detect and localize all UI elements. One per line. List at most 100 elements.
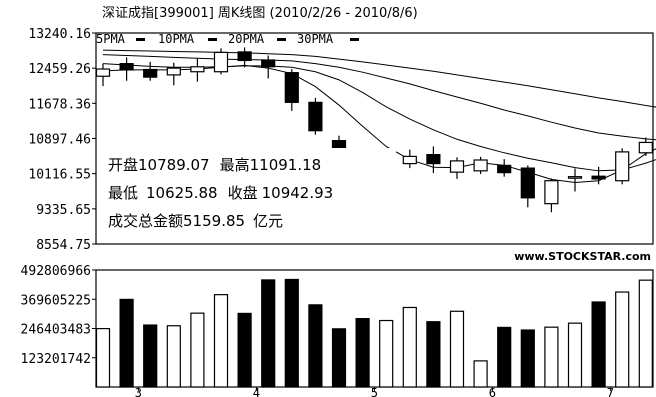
candle-body xyxy=(213,51,229,73)
candle-body xyxy=(166,67,181,76)
candles xyxy=(95,47,653,213)
candle xyxy=(544,178,559,213)
volume-panel xyxy=(95,269,654,388)
volume-tick-label: 123201742 xyxy=(21,352,91,367)
candle xyxy=(615,148,630,185)
amount-unit: 亿元 xyxy=(253,212,283,230)
high-label: 最高 xyxy=(220,156,250,174)
candle xyxy=(567,168,583,192)
volume-bar xyxy=(237,312,252,388)
candle-body xyxy=(190,66,205,73)
candle-body xyxy=(473,159,488,172)
volume-bar xyxy=(520,329,535,388)
x-tick-label: 3 xyxy=(135,386,142,397)
ma-line-30pma xyxy=(102,49,656,108)
price-tick-label: 8554.75 xyxy=(36,238,91,253)
info-box: 开盘10789.07 最高11091.18 最低 10625.88 收盘 10942.9… xyxy=(104,148,396,238)
legend-5pma: 5PMA xyxy=(96,32,126,46)
candle xyxy=(591,166,606,185)
volume-bar xyxy=(95,327,111,388)
volume-bar xyxy=(261,279,276,388)
legend-10pma: 10PMA xyxy=(158,32,195,46)
candle xyxy=(284,69,299,111)
candle-body xyxy=(544,180,559,205)
volume-bar xyxy=(213,294,229,388)
candle xyxy=(190,58,205,82)
volume-bar xyxy=(591,301,606,388)
volume-bar xyxy=(284,278,299,388)
volume-bar xyxy=(449,310,465,388)
close-label: 收盘 xyxy=(228,184,258,202)
x-tick-label: 7 xyxy=(607,386,614,397)
candle xyxy=(638,137,653,156)
open-label: 开盘 xyxy=(108,156,138,174)
candle-body xyxy=(308,101,323,132)
candle-body xyxy=(520,167,535,199)
legend-20pma: 20PMA xyxy=(228,32,265,46)
candle-body xyxy=(615,151,630,182)
volume-bar xyxy=(473,360,488,388)
volume-bar xyxy=(544,326,559,388)
candle-body xyxy=(591,175,606,180)
candle xyxy=(237,47,252,68)
candle-body xyxy=(449,160,465,173)
volume-bar xyxy=(567,322,583,388)
candle xyxy=(473,156,488,174)
info-box-bg xyxy=(104,148,396,238)
volume-tick-label: 492806966 xyxy=(21,264,91,279)
volume-bar xyxy=(402,306,417,388)
chart-title: 深证成指[399001] 周K线图 (2010/2/26 - 2010/8/6) xyxy=(102,6,418,21)
x-tick-label: 4 xyxy=(253,386,260,397)
candle xyxy=(426,146,441,174)
low-label: 最低 xyxy=(108,184,138,202)
x-axis: 345678 xyxy=(135,386,614,397)
price-tick-label: 10116.55 xyxy=(28,168,91,183)
amount-label: 成交总金额 xyxy=(108,212,183,230)
candle xyxy=(95,63,111,87)
volume-tick-label: 369605225 xyxy=(21,293,91,308)
price-axis: 13240.16 12459.26 11678.36 10897.46 10116.55… xyxy=(28,27,96,253)
candle-body xyxy=(284,72,299,103)
candle-body xyxy=(567,176,583,179)
candle-body xyxy=(426,153,441,165)
legend-30pma: 30PMA xyxy=(297,32,334,46)
candle-body xyxy=(261,59,276,68)
candle-body xyxy=(497,164,512,174)
candle xyxy=(308,97,323,135)
volume-tick-label: 246403483 xyxy=(21,323,91,338)
candle xyxy=(449,157,465,179)
volume-bar xyxy=(308,304,323,388)
volume-bar xyxy=(331,328,347,388)
close-value: 10942.93 xyxy=(262,184,334,202)
volume-bar xyxy=(638,279,653,388)
volume-bar xyxy=(143,324,158,388)
volume-bar xyxy=(119,298,134,388)
price-tick-label: 13240.16 xyxy=(28,27,91,42)
open-value: 10789.07 xyxy=(138,156,210,174)
low-value: 10625.88 xyxy=(146,184,218,202)
legend-30pma-swatch xyxy=(350,38,359,41)
watermark: www.STOCKSTAR.com xyxy=(514,250,651,263)
candle-body xyxy=(237,51,252,62)
candle-body xyxy=(638,141,653,154)
candle xyxy=(261,55,276,79)
candle-body xyxy=(95,68,111,77)
volume-bar xyxy=(190,312,205,388)
price-tick-label: 12459.26 xyxy=(28,62,91,77)
volume-bar xyxy=(355,318,370,388)
volume-bar xyxy=(426,321,441,388)
candle xyxy=(143,61,158,81)
price-tick-label: 11678.36 xyxy=(28,97,91,112)
volume-bar xyxy=(166,325,181,388)
amount-value: 5159.85 xyxy=(183,212,245,230)
candle xyxy=(119,57,134,81)
high-value: 11091.18 xyxy=(250,156,322,174)
volume-axis: 492806966 369605225 246403483 123201742 xyxy=(21,264,96,367)
price-tick-label: 9335.65 xyxy=(36,203,91,218)
candle xyxy=(520,165,535,208)
volume-bar xyxy=(497,326,512,388)
candle xyxy=(402,149,417,169)
candle-body xyxy=(402,155,417,165)
